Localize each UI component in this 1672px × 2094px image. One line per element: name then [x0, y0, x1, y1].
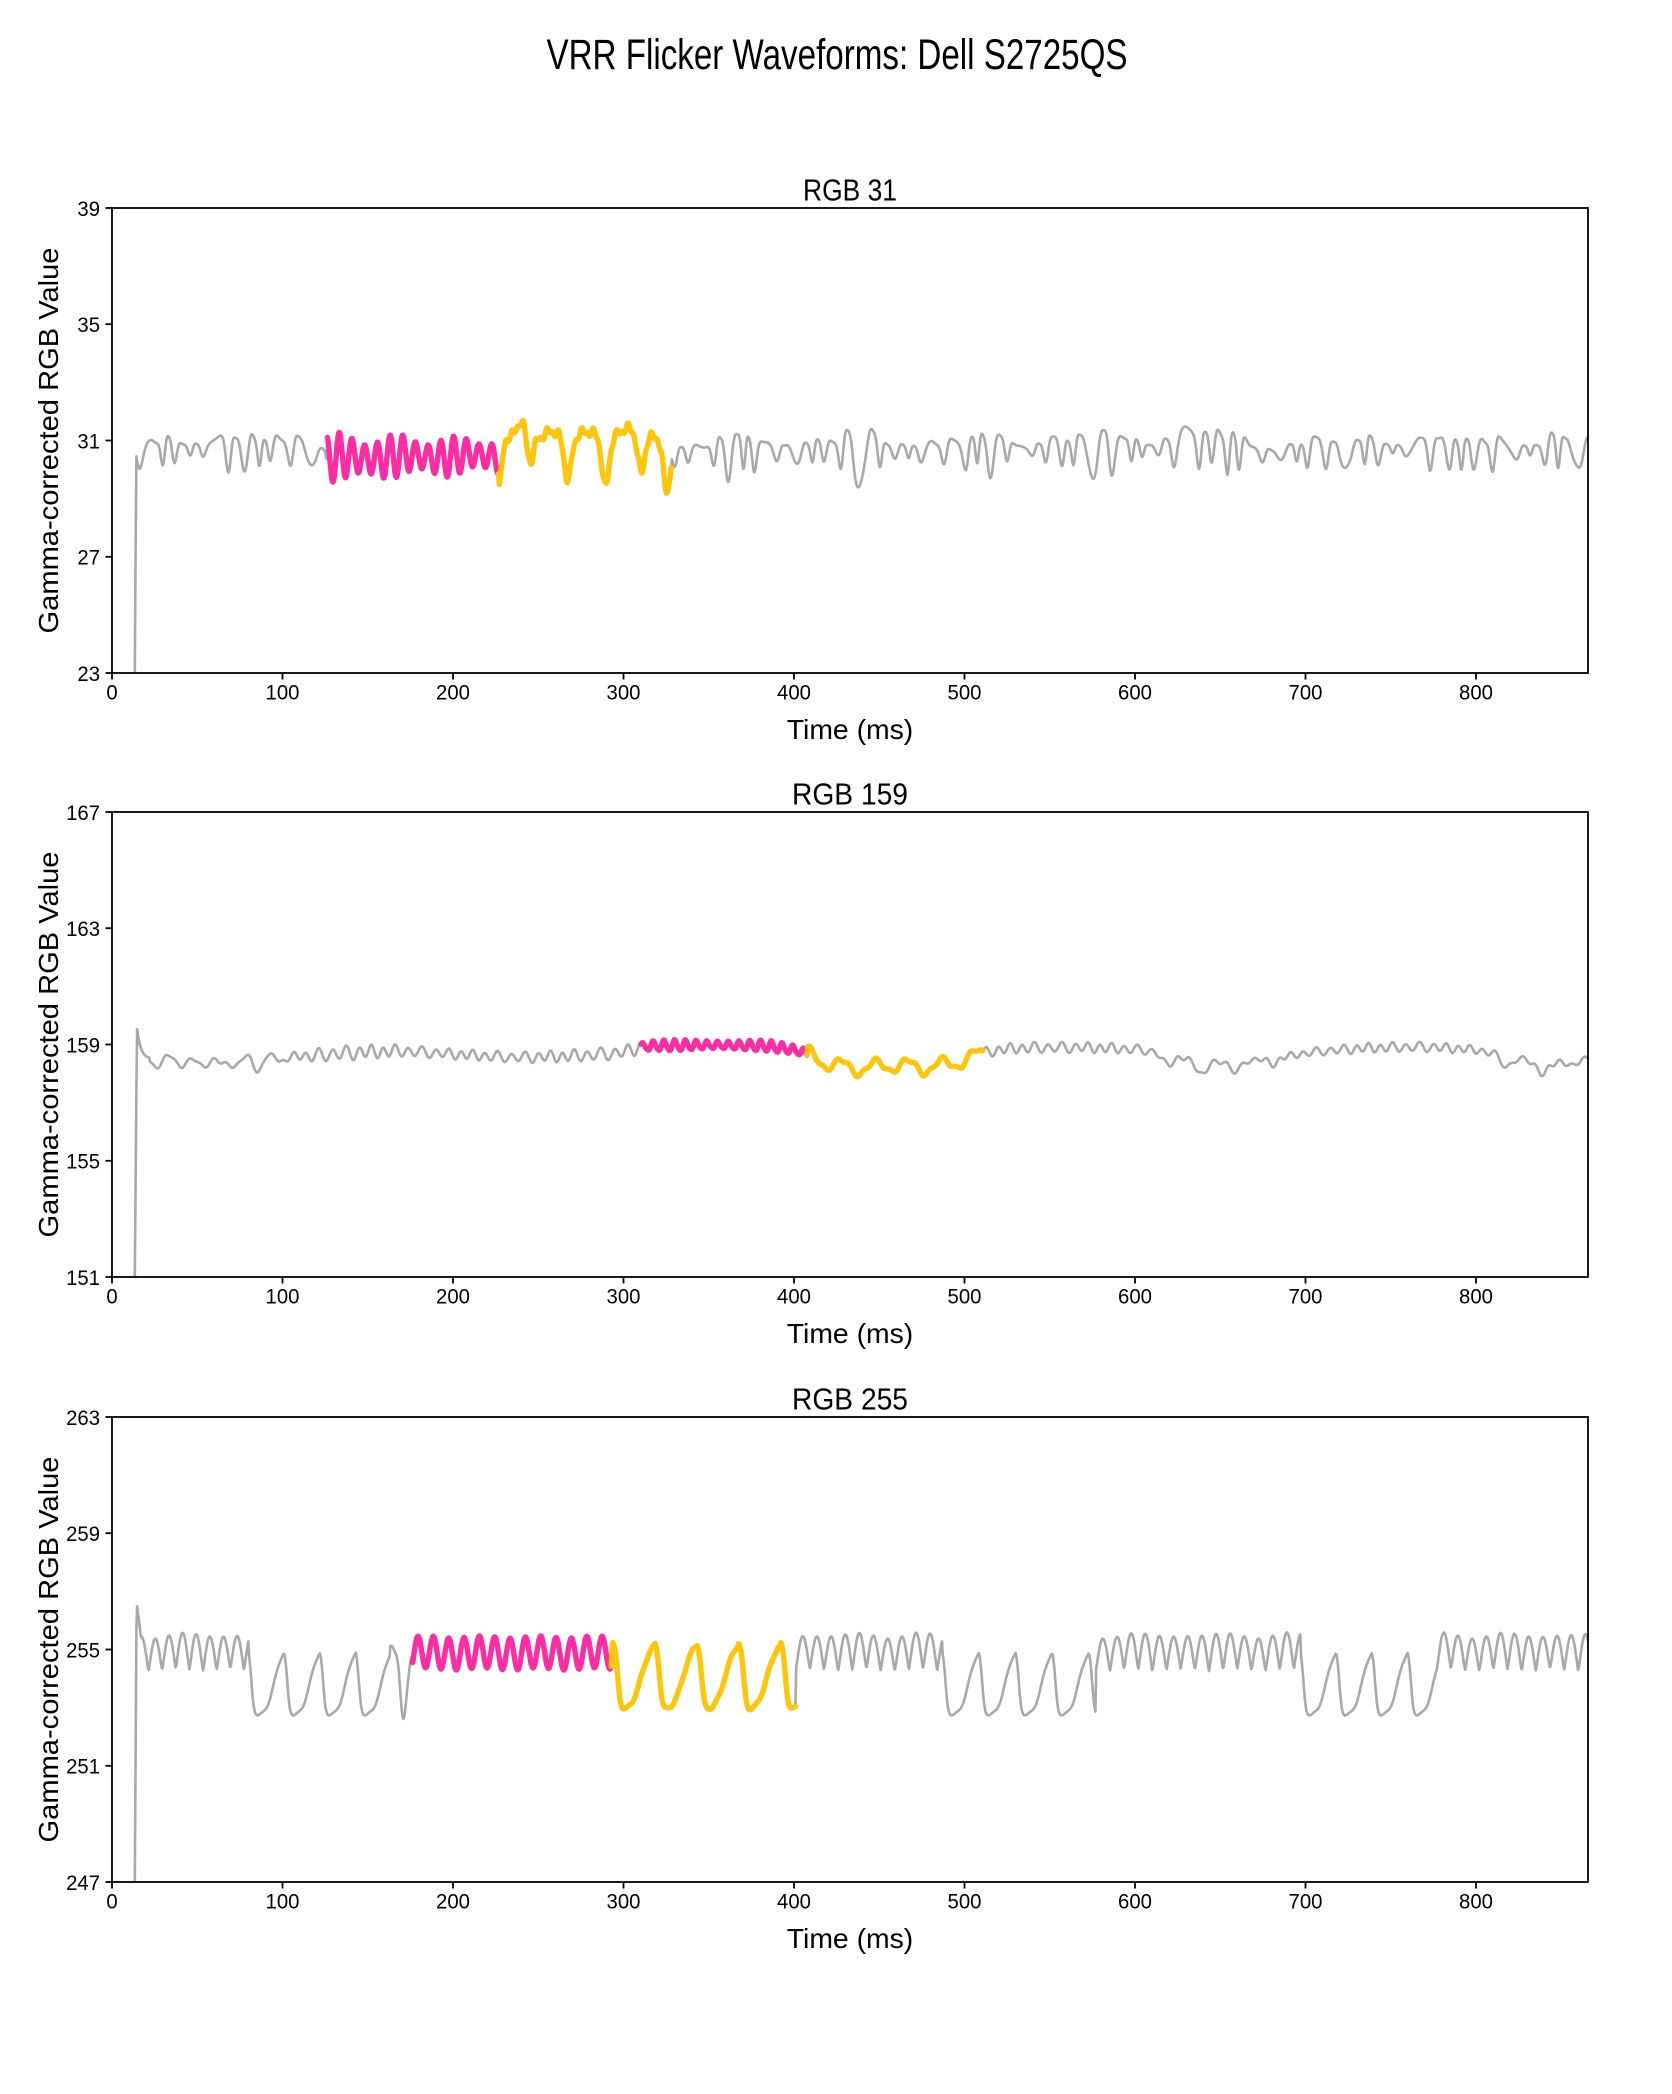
svg-text:100: 100	[266, 1285, 300, 1309]
svg-text:400: 400	[777, 681, 811, 705]
svg-text:300: 300	[607, 681, 641, 705]
svg-text:163: 163	[66, 917, 100, 941]
svg-text:151: 151	[66, 1266, 100, 1290]
svg-text:0: 0	[106, 1285, 117, 1309]
svg-text:Time (ms): Time (ms)	[787, 1318, 914, 1349]
svg-text:100: 100	[266, 1890, 300, 1914]
svg-text:RGB 255: RGB 255	[792, 1383, 908, 1417]
svg-text:200: 200	[436, 1285, 470, 1309]
svg-text:500: 500	[948, 1890, 982, 1914]
svg-text:RGB 159: RGB 159	[792, 778, 908, 812]
svg-text:23: 23	[77, 662, 100, 686]
svg-text:800: 800	[1459, 1890, 1493, 1914]
svg-text:200: 200	[436, 681, 470, 705]
svg-text:Time (ms): Time (ms)	[787, 1923, 914, 1954]
svg-text:251: 251	[66, 1755, 100, 1779]
svg-text:700: 700	[1289, 1285, 1323, 1309]
svg-text:27: 27	[77, 546, 100, 570]
svg-text:Gamma-corrected RGB Value: Gamma-corrected RGB Value	[33, 1457, 64, 1843]
svg-text:800: 800	[1459, 681, 1493, 705]
svg-text:500: 500	[948, 681, 982, 705]
svg-text:400: 400	[777, 1285, 811, 1309]
svg-text:600: 600	[1118, 1890, 1152, 1914]
svg-text:159: 159	[66, 1033, 100, 1057]
svg-text:0: 0	[106, 681, 117, 705]
svg-text:700: 700	[1289, 681, 1323, 705]
svg-text:259: 259	[66, 1522, 100, 1546]
svg-text:500: 500	[948, 1285, 982, 1309]
svg-text:Time (ms): Time (ms)	[787, 714, 914, 745]
svg-text:200: 200	[436, 1890, 470, 1914]
svg-text:167: 167	[66, 801, 100, 825]
svg-text:VRR Flicker Waveforms: Dell S2: VRR Flicker Waveforms: Dell S2725QS	[547, 32, 1128, 79]
svg-text:700: 700	[1289, 1890, 1323, 1914]
svg-text:100: 100	[266, 681, 300, 705]
svg-text:400: 400	[777, 1890, 811, 1914]
svg-text:39: 39	[77, 197, 100, 221]
svg-text:600: 600	[1118, 1285, 1152, 1309]
svg-text:800: 800	[1459, 1285, 1493, 1309]
svg-text:Gamma-corrected RGB Value: Gamma-corrected RGB Value	[33, 248, 64, 634]
svg-text:Gamma-corrected RGB Value: Gamma-corrected RGB Value	[33, 852, 64, 1238]
svg-text:0: 0	[106, 1890, 117, 1914]
svg-text:RGB 31: RGB 31	[803, 174, 897, 208]
svg-text:300: 300	[607, 1890, 641, 1914]
svg-text:247: 247	[66, 1871, 100, 1895]
svg-text:300: 300	[607, 1285, 641, 1309]
svg-text:255: 255	[66, 1638, 100, 1662]
svg-text:31: 31	[77, 429, 100, 453]
svg-text:263: 263	[66, 1406, 100, 1430]
svg-text:600: 600	[1118, 681, 1152, 705]
svg-text:155: 155	[66, 1150, 100, 1174]
svg-text:35: 35	[77, 313, 100, 337]
